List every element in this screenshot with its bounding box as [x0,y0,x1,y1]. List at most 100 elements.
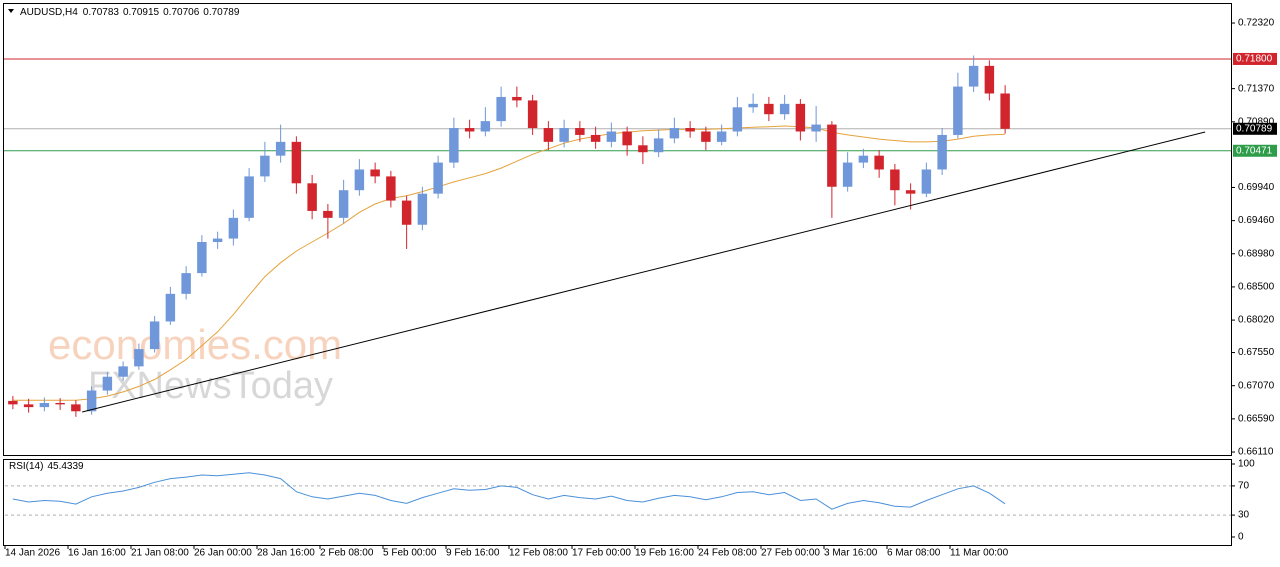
x-tick-label: 5 Feb 00:00 [383,548,437,559]
y-tick-label: 0.70890 [1238,116,1275,127]
candle-body [307,183,317,211]
candle-body [417,193,428,225]
x-tick-label: 24 Feb 08:00 [698,548,757,559]
candle-body [23,404,34,408]
x-tick-label: 28 Jan 16:00 [257,548,315,559]
x-tick-label: 6 Mar 08:00 [887,548,941,559]
candle-body [165,293,176,322]
candle-body [827,124,837,187]
y-tick-label: 0.66590 [1238,414,1275,425]
rsi-tick-label: 70 [1238,481,1250,492]
menu-arrow[interactable] [8,9,14,13]
candle-body [984,65,995,94]
x-tick-label: 26 Jan 00:00 [194,548,252,559]
candle-body [338,190,349,218]
header-open: 0.70783 [83,7,120,18]
candle-body [669,128,680,139]
rsi-tick-label: 0 [1238,532,1244,543]
candle-body [559,128,569,142]
header-high: 0.70915 [123,7,160,18]
y-tick-label: 0.67550 [1238,347,1275,358]
candle-body [685,128,695,132]
candle-body [244,176,254,218]
level-label: 0.70471 [1236,145,1273,156]
candle-body [937,134,947,170]
level-label-box [1233,144,1277,157]
x-tick-label: 9 Feb 16:00 [446,548,500,559]
candle-body [748,103,758,108]
candle-body [622,131,632,146]
symbol-header: AUDUSD,H4 0.70783 0.70915 0.70706 0.70789 [20,7,240,18]
rsi-tick-label: 30 [1238,510,1250,521]
candle-body [480,121,491,132]
level-label-box [1233,52,1277,65]
candle-body [39,402,50,408]
x-tick-label: 3 Mar 16:00 [824,548,878,559]
candle-body [149,321,160,350]
symbol: AUDUSD,H4 [20,7,78,18]
candle-body [8,400,18,405]
candle-body [590,134,601,142]
candle-body [842,162,853,187]
candle-body [449,128,459,163]
header-close: 0.70789 [203,7,240,18]
y-tick-label: 0.68980 [1238,248,1275,259]
candle-body [779,103,790,115]
x-tick-label: 16 Jan 16:00 [68,548,126,559]
candle-body [118,366,128,377]
x-tick-label: 2 Feb 08:00 [320,548,374,559]
header-low: 0.70706 [163,7,200,18]
candle-body [874,155,884,170]
candle-body [512,96,522,101]
candle-body [386,176,396,201]
rsi-panel [3,459,1232,546]
rsi-tick-label: 100 [1238,459,1255,470]
x-tick-label: 21 Jan 08:00 [131,548,189,559]
candle-body [181,273,191,294]
candle-body [606,131,617,142]
y-tick-label: 0.66110 [1238,447,1274,458]
candle-body [638,145,648,153]
candle-body [370,169,380,177]
y-tick-label: 0.69460 [1238,215,1275,226]
rsi-last: 45.4339 [47,461,84,472]
candle-body [858,155,869,163]
candle-body [354,169,365,191]
candle-body [953,86,963,135]
y-tick-label: 0.68500 [1238,282,1275,293]
candle-body [543,128,554,142]
level-label: 0.70789 [1236,123,1273,134]
x-tick-label: 14 Jan 2026 [5,548,60,559]
x-tick-label: 11 Mar 00:00 [950,548,1009,559]
candle-body [86,390,97,412]
candle-body [921,169,932,194]
rsi-line [12,472,1006,510]
candle-body [55,402,65,405]
y-tick-label: 0.72320 [1238,18,1275,29]
candle-body [228,217,239,239]
moving-average [12,125,1006,401]
candle-body [197,242,207,274]
y-tick-label: 0.68020 [1238,315,1275,326]
x-tick-label: 27 Feb 00:00 [761,548,820,559]
watermark: economies.com [48,321,342,368]
candle-body [102,376,113,391]
candle-body [275,141,286,156]
candle-body [795,103,806,132]
candle-body [968,65,979,87]
candle-body [212,238,223,243]
y-tick-label: 0.67070 [1238,380,1275,391]
candle-body [71,404,81,412]
candle-body [260,155,270,177]
y-tick-label: 0.69940 [1238,182,1275,193]
level-label-box [1233,122,1277,135]
candle-body [291,141,302,184]
candle-body [716,131,727,142]
candle-body [496,96,506,122]
candle-body [890,169,900,191]
candle-body [905,190,916,194]
candle-body [575,128,585,135]
candle-body [134,349,144,367]
